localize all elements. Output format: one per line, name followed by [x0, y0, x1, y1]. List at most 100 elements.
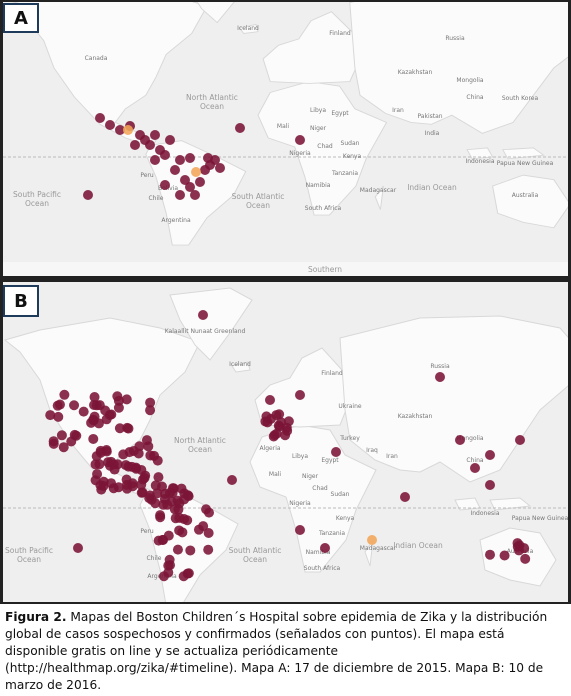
case-dot [153, 472, 164, 483]
place-label: Mali [277, 123, 290, 130]
case-dot [83, 190, 93, 200]
case-dot [145, 140, 155, 150]
case-dot [203, 544, 214, 555]
case-dot [520, 553, 531, 564]
case-dot [172, 544, 183, 555]
place-label: Chile [148, 195, 163, 202]
land [7, 2, 208, 148]
case-dot [295, 135, 305, 145]
case-dot [122, 483, 133, 494]
place-label: Chad [312, 485, 328, 492]
case-dot [106, 409, 117, 420]
case-dot [91, 400, 102, 411]
case-dot [126, 461, 137, 472]
case-dot [59, 389, 70, 400]
case-dot [136, 479, 147, 490]
land [257, 81, 388, 216]
case-dot [158, 534, 169, 545]
place-label: Peru [140, 172, 154, 179]
case-dot [158, 499, 169, 510]
place-label: Algeria [259, 445, 280, 452]
ocean-label: Southern [308, 265, 342, 274]
case-dot [190, 190, 200, 200]
land [349, 2, 568, 134]
maps: Canada Iceland Finland Russia Kazakhstan Mong… [0, 0, 571, 604]
place-label: South Africa [305, 205, 342, 212]
case-dot [195, 177, 205, 187]
case-dot [400, 492, 410, 502]
place-label: Iceland [237, 25, 259, 32]
case-dot [54, 399, 65, 410]
place-label: Namibia [306, 182, 331, 189]
case-dot [515, 435, 525, 445]
case-dot [215, 163, 225, 173]
place-label: Mali [269, 471, 282, 478]
case-dot [56, 430, 67, 441]
case-dot [227, 475, 237, 485]
case-dot [177, 527, 188, 538]
case-dot [69, 400, 80, 411]
case-dot [295, 390, 305, 400]
case-dot [103, 457, 114, 468]
case-dot [130, 140, 140, 150]
case-dot [182, 490, 193, 501]
case-dot [260, 416, 271, 427]
place-label: Chad [317, 143, 333, 150]
case-dot [320, 543, 330, 553]
place-label: Finland [329, 30, 351, 37]
case-dot [175, 155, 185, 165]
case-dot [200, 165, 210, 175]
case-dot [136, 464, 147, 475]
case-dot [331, 447, 341, 457]
land [169, 287, 253, 361]
place-label: Ukraine [338, 403, 361, 410]
case-dot [485, 450, 495, 460]
case-dot [45, 410, 56, 421]
case-dot [113, 395, 124, 406]
place-label: Libya [310, 107, 326, 114]
case-dot [274, 409, 285, 420]
place-label: Iran [392, 107, 404, 114]
case-dot [268, 431, 279, 442]
map-a: Canada Iceland Finland Russia Kazakhstan Mong… [3, 2, 568, 276]
case-dot [164, 487, 175, 498]
place-label: Iceland [229, 361, 251, 368]
case-dot [94, 459, 105, 470]
place-label: China [466, 94, 483, 101]
place-label: Argentina [161, 217, 191, 224]
case-dot [485, 549, 496, 560]
case-dot [115, 125, 125, 135]
place-label: Tanzania [318, 530, 345, 537]
case-dot [280, 430, 291, 441]
case-dot [88, 433, 99, 444]
case-dot [170, 513, 181, 524]
case-dot [113, 482, 124, 493]
place-label: Madagascar [360, 545, 397, 552]
case-dot [265, 395, 275, 405]
place-label: Indonesia [465, 158, 494, 165]
case-dot [512, 538, 523, 549]
case-dot [150, 498, 161, 509]
place-label: Libya [292, 453, 308, 460]
land [466, 147, 494, 160]
case-dot [145, 450, 156, 461]
place-label: Niger [302, 473, 319, 480]
case-dot [150, 130, 160, 140]
case-dot [89, 392, 100, 403]
case-dot [235, 123, 245, 133]
case-dot [435, 372, 445, 382]
place-label: Mongolia [456, 435, 483, 442]
land [339, 315, 568, 483]
case-dot [176, 483, 187, 494]
case-dot [182, 515, 193, 526]
case-dot [170, 165, 180, 175]
ocean-label: North Atlantic Ocean [174, 436, 226, 454]
place-label: Iran [386, 453, 398, 460]
case-dot [53, 411, 64, 422]
case-dot [158, 571, 169, 582]
place-label: Egypt [321, 457, 339, 464]
place-label: Kazakhstan [398, 413, 433, 420]
case-dot [150, 155, 160, 165]
case-dot [281, 422, 292, 433]
place-label: Nigeria [289, 500, 311, 507]
